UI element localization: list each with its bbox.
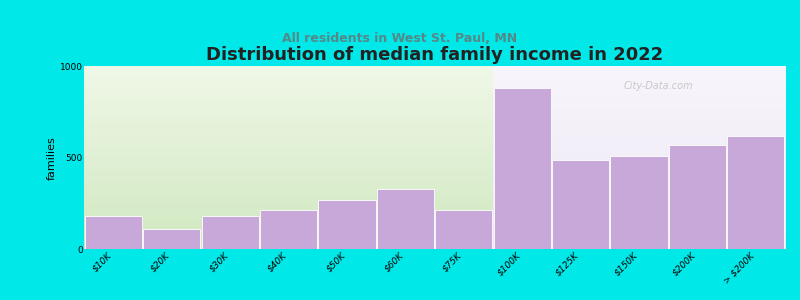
Y-axis label: families: families	[47, 136, 57, 180]
Bar	[435, 210, 493, 250]
Title: Distribution of median family income in 2022: Distribution of median family income in …	[206, 46, 663, 64]
Bar	[727, 136, 785, 250]
Bar	[143, 229, 200, 250]
Bar	[377, 189, 434, 250]
Bar	[494, 88, 551, 250]
Bar	[669, 145, 726, 250]
Bar	[610, 156, 668, 250]
Bar	[318, 200, 375, 250]
Text: City-Data.com: City-Data.com	[624, 81, 694, 91]
Bar	[202, 215, 258, 250]
Text: All residents in West St. Paul, MN: All residents in West St. Paul, MN	[282, 32, 518, 44]
Bar	[552, 160, 610, 250]
Bar	[85, 215, 142, 250]
Bar	[260, 210, 317, 250]
